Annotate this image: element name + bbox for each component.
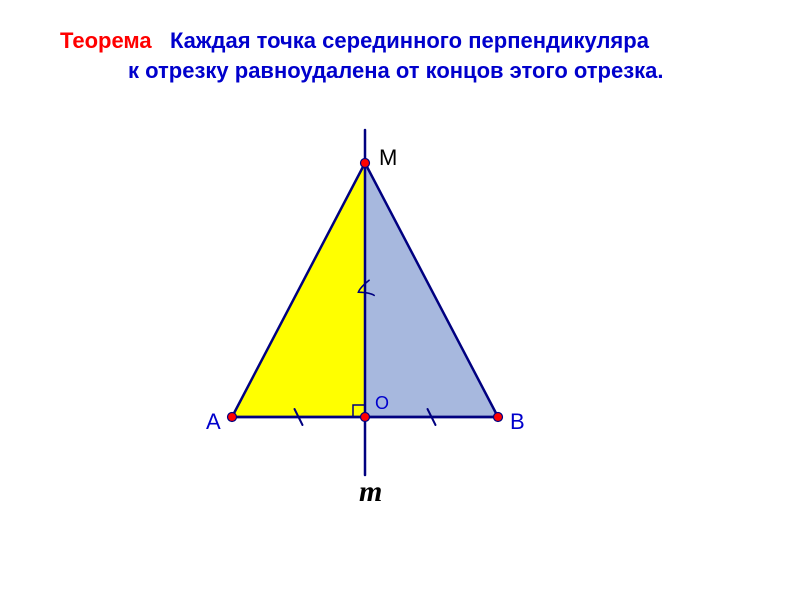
label-O: О bbox=[375, 393, 389, 414]
label-m: m bbox=[359, 475, 382, 509]
label-B: В bbox=[510, 409, 525, 435]
label-M: М bbox=[379, 145, 397, 171]
geometry-diagram bbox=[0, 0, 800, 600]
label-A: А bbox=[206, 409, 221, 435]
